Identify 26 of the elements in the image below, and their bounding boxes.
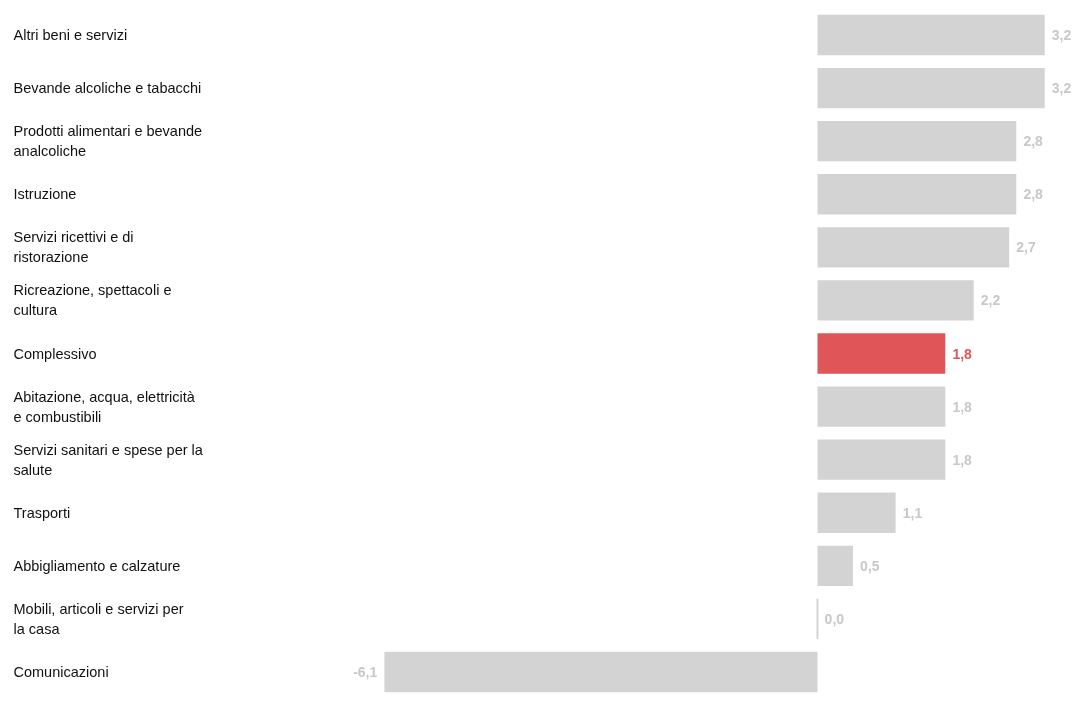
bar xyxy=(384,651,818,693)
bar xyxy=(817,280,974,321)
y-tick-label: Servizi sanitari e spese per la salute xyxy=(13,441,204,478)
y-tick-label: Bevande alcoliche e tabacchi xyxy=(13,80,202,97)
y-tick-label: Istruzione xyxy=(13,186,77,203)
y-tick-label: Abbigliamento e calzature xyxy=(13,557,181,574)
bar xyxy=(817,333,946,374)
y-tick-label: Mobili, articoli e servizi per la casa xyxy=(13,600,184,637)
y-tick-label: Trasporti xyxy=(13,504,71,521)
bar xyxy=(817,174,1017,215)
bar xyxy=(817,227,1010,268)
data-label: 1,8 xyxy=(952,345,973,362)
y-tick-label: Altri beni e servizi xyxy=(13,27,128,43)
y-tick-label: Abitazione, acqua, elettricità e combustibili xyxy=(13,388,196,425)
bar xyxy=(817,121,1017,162)
y-tick-label: Ricreazione, spettacoli e cultura xyxy=(13,282,172,319)
bar xyxy=(817,439,946,480)
y-tick-label: Complessivo xyxy=(13,345,97,362)
y-tick-label: Prodotti alimentari e bevande analcoliche xyxy=(13,123,203,160)
y-tick-label: Servizi ricettivi e di ristorazione xyxy=(13,229,134,266)
bar xyxy=(817,386,946,427)
bar xyxy=(817,545,853,586)
bar xyxy=(817,14,1045,56)
bar xyxy=(817,67,1045,109)
y-tick-label: Comunicazioni xyxy=(13,664,109,680)
bar xyxy=(817,492,896,533)
